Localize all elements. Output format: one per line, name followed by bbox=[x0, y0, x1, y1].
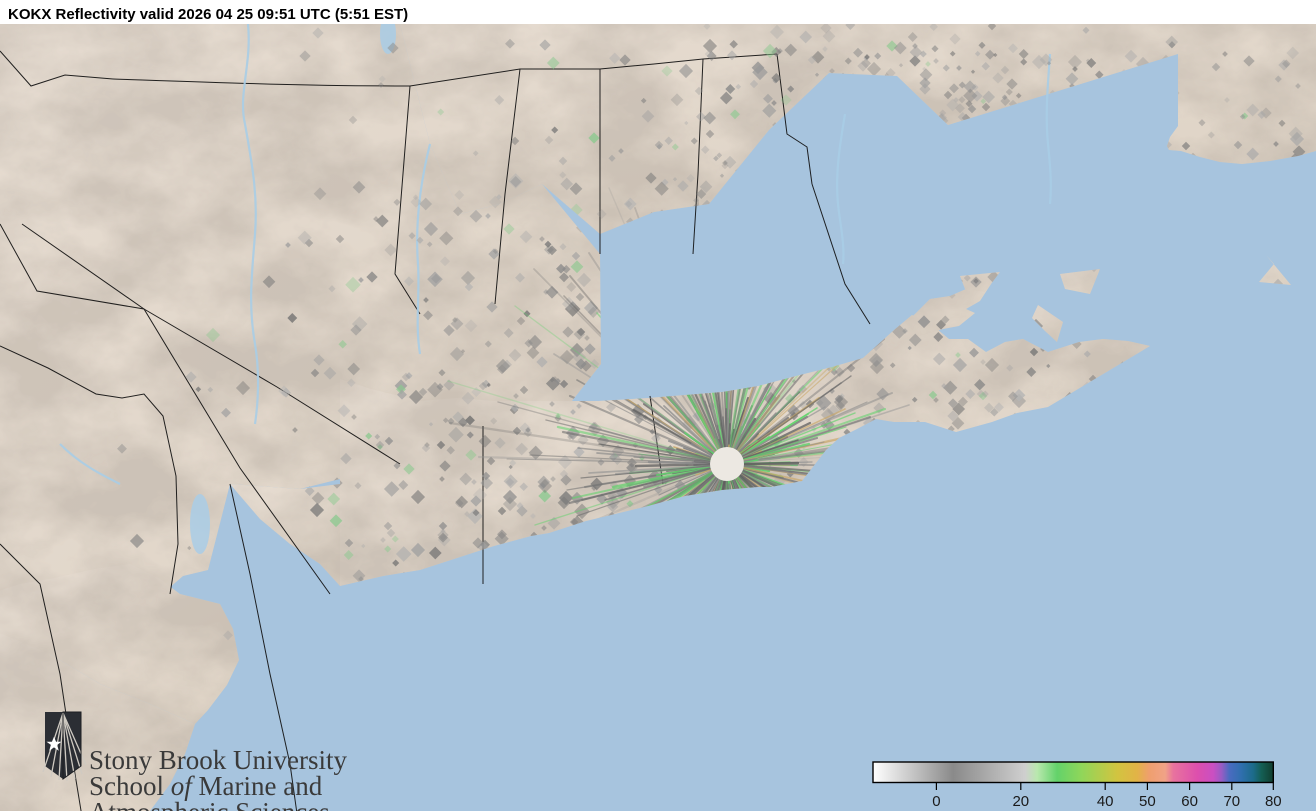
svg-text:50: 50 bbox=[1139, 793, 1156, 810]
svg-text:Atmospheric Sciences: Atmospheric Sciences bbox=[89, 797, 330, 811]
svg-text:70: 70 bbox=[1223, 793, 1240, 810]
svg-text:60: 60 bbox=[1181, 793, 1198, 810]
svg-text:80: 80 bbox=[1265, 793, 1282, 810]
svg-text:0: 0 bbox=[932, 793, 940, 810]
svg-text:20: 20 bbox=[1012, 793, 1029, 810]
